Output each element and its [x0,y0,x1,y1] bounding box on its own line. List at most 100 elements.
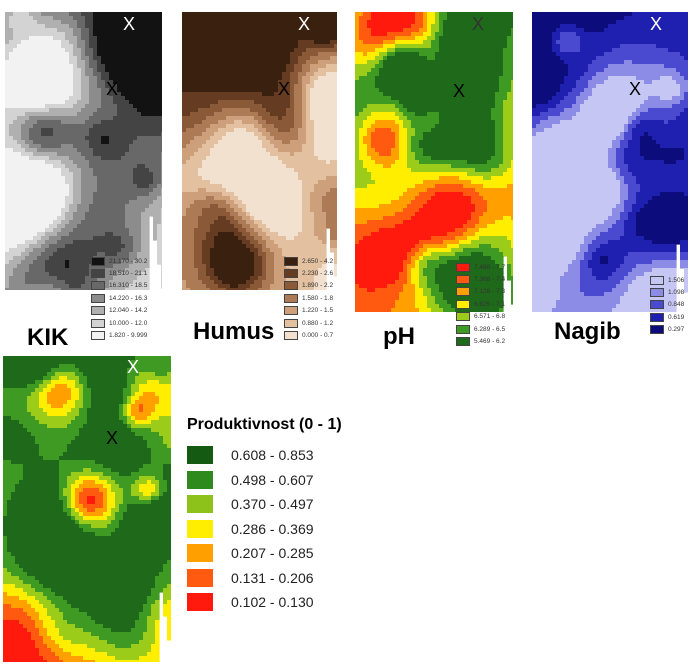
legend-item: 0.000 - 0.7 [284,329,333,341]
legend-item: 14.220 - 16.3 [91,292,147,304]
nagib-legend: 1.506 1.098 0.848 0.619 0.297 [650,274,684,336]
legend-swatch [91,269,105,279]
legend-item: 21.170 - 30.2 [91,255,147,267]
legend-item: 0.370 - 0.497 [187,492,342,517]
legend-range: 7.128 - 7.3 [474,288,506,296]
legend-item: 7.368 - 7.4 [456,273,505,285]
legend-swatch [456,262,470,272]
legend-range: 6.571 - 6.8 [474,313,506,321]
legend-range: 0.370 - 0.497 [231,496,314,513]
legend-range: 2.650 - 4.2 [302,257,334,265]
produktivnost-legend: Produktivnost (0 - 1) 0.608 - 0.853 0.498… [187,416,342,615]
legend-item: 2.650 - 4.2 [284,255,333,267]
legend-swatch [187,544,213,563]
legend-range: 1.820 - 9.999 [109,332,148,340]
produktivnost-raster [3,356,171,662]
legend-item: 5.469 - 6.2 [456,335,505,347]
legend-item: 0.608 - 0.853 [187,443,342,468]
legend-item: 1.890 - 2.2 [284,280,333,292]
legend-range: 1.580 - 1.8 [302,294,334,302]
legend-swatch [91,293,105,303]
nagib-raster [532,12,688,312]
legend-swatch [284,306,298,316]
legend-range: 0.131 - 0.206 [231,569,314,586]
legend-range: 10.000 - 12.0 [109,319,148,327]
legend-range: 14.220 - 16.3 [109,294,148,302]
legend-swatch [284,331,298,341]
map-marker-x: X [106,428,119,448]
legend-range: 7.480 - 7.7 [474,263,506,271]
kik-raster [5,12,162,290]
legend-swatch [91,256,105,266]
legend-swatch [650,275,664,285]
map-marker-x: X [127,357,140,377]
legend-item: 6.289 - 6.5 [456,323,505,335]
legend-swatch [284,256,298,266]
legend-swatch [91,306,105,316]
legend-swatch [456,299,470,309]
legend-range: 1.098 [668,289,685,297]
legend-swatch [456,287,470,297]
legend-item: 6.571 - 6.8 [456,311,505,323]
legend-item: 2.230 - 2.6 [284,267,333,279]
kik-legend: 21.170 - 30.2 18.510 - 21.1 16.310 - 18.5 1… [91,255,147,342]
legend-swatch [650,300,664,310]
legend-swatch [456,324,470,334]
legend-range: 21.170 - 30.2 [109,257,148,265]
legend-item: 0.848 [650,299,684,311]
legend-item: 0.286 - 0.369 [187,517,342,542]
legend-range: 0.000 - 0.7 [302,332,334,340]
map-marker-x: X [106,79,119,99]
legend-item: 0.297 [650,324,684,336]
map-marker-x: X [123,14,136,34]
legend-item: 7.128 - 7.3 [456,286,505,298]
legend-range: 0.848 [668,301,685,309]
legend-swatch [456,337,470,347]
map-marker-x: X [453,81,466,101]
legend-range: 6.289 - 6.5 [474,325,506,333]
legend-item: 7.480 - 7.7 [456,261,505,273]
legend-range: 0.608 - 0.853 [231,447,314,464]
legend-range: 0.880 - 1.2 [302,319,334,327]
legend-item: 0.131 - 0.206 [187,566,342,591]
legend-swatch [187,568,213,587]
ph-map: X X [355,12,513,312]
legend-swatch [187,446,213,465]
legend-range: 1.220 - 1.5 [302,307,334,315]
ph-label: pH [383,323,415,350]
humus-raster [182,12,337,290]
legend-item: 0.880 - 1.2 [284,317,333,329]
legend-item: 6.825 - 7.1 [456,298,505,310]
legend-item: 1.220 - 1.5 [284,305,333,317]
legend-range: 0.498 - 0.607 [231,471,314,488]
map-marker-x: X [278,79,291,99]
legend-range: 5.469 - 6.2 [474,338,506,346]
legend-title: Produktivnost (0 - 1) [187,416,342,433]
legend-swatch [284,281,298,291]
nagib-map: X X [532,12,688,312]
ph-legend: 7.480 - 7.7 7.368 - 7.4 7.128 - 7.3 6.825 -… [456,261,505,348]
kik-label: KIK [27,324,69,351]
legend-range: 12.040 - 14.2 [109,307,148,315]
legend-range: 0.297 [668,326,685,334]
legend-swatch [456,275,470,285]
legend-item: 18.510 - 21.1 [91,267,147,279]
legend-item: 0.102 - 0.130 [187,590,342,615]
map-marker-x: X [629,79,642,99]
legend-item: 16.310 - 18.5 [91,280,147,292]
map-marker-x: X [298,14,311,34]
legend-swatch [187,593,213,612]
produktivnost-map: X X [3,356,171,662]
legend-swatch [91,331,105,341]
legend-swatch [650,325,664,335]
legend-item: 0.498 - 0.607 [187,468,342,493]
legend-range: 7.368 - 7.4 [474,276,506,284]
map-marker-x: X [472,14,485,34]
legend-item: 0.619 [650,311,684,323]
legend-swatch [650,288,664,298]
map-marker-x: X [650,14,663,34]
legend-swatch [284,269,298,279]
legend-swatch [456,312,470,322]
legend-swatch [187,495,213,514]
legend-range: 0.207 - 0.285 [231,545,314,562]
